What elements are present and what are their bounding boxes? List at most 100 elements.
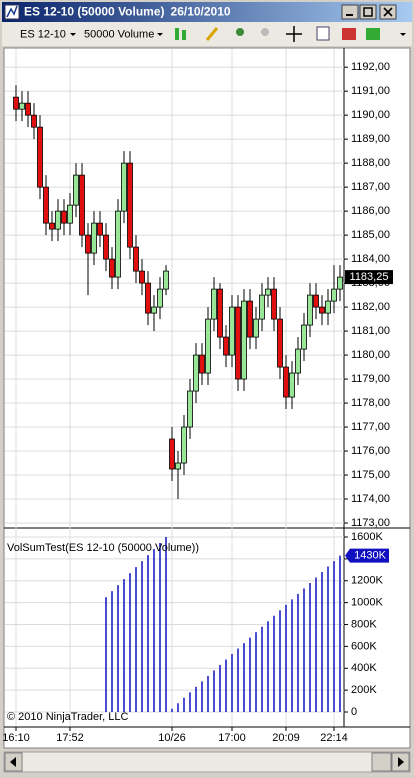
templates-icon[interactable] — [366, 28, 380, 40]
y-tick-label: 1000K — [351, 597, 383, 609]
drawing-tool-icon[interactable] — [205, 27, 219, 41]
candle-body — [91, 222, 97, 254]
candle-body — [187, 390, 193, 428]
scroll-left-glyph — [10, 757, 16, 767]
y-tick-label: 1182,00 — [351, 301, 390, 313]
copyright: © 2010 NinjaTrader, LLC — [7, 711, 128, 723]
candle-body — [139, 270, 145, 284]
y-tick-label: 1190,00 — [351, 109, 390, 121]
candle-body — [253, 318, 259, 338]
candle-body — [13, 96, 19, 110]
dropdown-arrow[interactable] — [157, 33, 163, 36]
y-tick-label: 1192,00 — [351, 61, 390, 73]
candle-body — [235, 306, 241, 380]
candle-body — [289, 372, 295, 398]
candle-body — [241, 300, 247, 380]
minimize-button[interactable] — [341, 4, 359, 20]
value-marker-label: 1430K — [354, 550, 386, 562]
bar-type-icon[interactable] — [175, 28, 179, 40]
y-tick-label: 1177,00 — [351, 421, 390, 433]
candle-body — [169, 438, 175, 470]
x-tick-label: 22:14 — [320, 732, 348, 744]
y-tick-label: 800K — [351, 618, 377, 630]
candle-body — [277, 318, 283, 368]
properties-icon[interactable] — [316, 26, 330, 41]
candle-body — [109, 258, 115, 278]
y-tick-label: 1173,00 — [351, 517, 390, 529]
y-tick-label: 200K — [351, 684, 377, 696]
candle-body — [115, 210, 121, 278]
y-tick-label: 600K — [351, 640, 377, 652]
period-selector[interactable]: 50000 Volume — [84, 28, 154, 40]
plot-layer: 16:10 17:52 10/26 17:00 20:09 22:14 1173,00 117… — [2, 49, 393, 744]
candle-body — [121, 162, 127, 212]
app-icon-glyph — [6, 5, 18, 18]
y-tick-label: 1180,00 — [351, 349, 390, 361]
candle-body — [145, 282, 151, 314]
candle-body — [163, 270, 169, 290]
x-tick-label: 10/26 — [158, 732, 186, 744]
scroll-thumb[interactable] — [371, 752, 392, 772]
candle-body — [133, 246, 139, 272]
y-tick-label: 1200K — [351, 575, 383, 587]
price-marker-label: 1183,25 — [350, 271, 389, 283]
close-glyph — [383, 7, 393, 17]
maximize-glyph — [363, 7, 373, 17]
candle-body — [223, 336, 229, 356]
data-box-icon[interactable] — [342, 28, 356, 40]
candle-body — [319, 306, 325, 314]
crosshair-icon[interactable] — [286, 26, 302, 42]
candle-body — [271, 288, 277, 320]
candle-body — [199, 354, 205, 374]
dropdown-arrow[interactable] — [70, 33, 76, 36]
window-buttons[interactable] — [341, 4, 397, 20]
candle-body — [37, 126, 43, 188]
candle-body — [313, 294, 319, 308]
candle-body — [307, 294, 313, 326]
candle-body — [55, 210, 61, 230]
candle-body — [331, 288, 337, 302]
y-tick-label: 1175,00 — [351, 469, 390, 481]
candle-body — [259, 294, 265, 320]
candle-body — [19, 102, 25, 110]
toolbar-icons[interactable] — [175, 26, 406, 42]
x-tick-label: 17:52 — [56, 732, 84, 744]
y-tick-label: 1181,00 — [351, 325, 390, 337]
maximize-button[interactable] — [359, 4, 377, 20]
scrollbar[interactable] — [3, 751, 411, 773]
y-tick-label: 1185,00 — [351, 229, 390, 241]
bar-type-icon[interactable] — [182, 30, 186, 40]
candle-body — [283, 366, 289, 398]
indicator-icon[interactable] — [236, 28, 244, 36]
candle-body — [79, 174, 85, 236]
strategy-icon[interactable] — [261, 28, 269, 36]
y-tick-label: 0 — [351, 706, 357, 718]
instrument-selector[interactable]: ES 12-10 — [20, 28, 66, 40]
candle-body — [265, 288, 271, 296]
title-bar — [2, 2, 412, 22]
candle-body — [103, 234, 109, 260]
candle-body — [301, 324, 307, 350]
candle-body — [157, 288, 163, 308]
y-tick-label: 1191,00 — [351, 85, 390, 97]
toolbar-overflow[interactable] — [400, 33, 406, 36]
candle-body — [67, 204, 73, 224]
candle-body — [295, 348, 301, 374]
y-tick-label: 1186,00 — [351, 205, 390, 217]
candle-body — [337, 276, 343, 290]
y-tick-label: 1189,00 — [351, 133, 390, 145]
candle-body — [325, 300, 331, 314]
candle-body — [205, 318, 211, 374]
y-tick-label: 1179,00 — [351, 373, 390, 385]
candle-body — [25, 102, 31, 116]
y-tick-label: 1184,00 — [351, 253, 390, 265]
price-marker — [345, 270, 393, 285]
candle-body — [85, 234, 91, 254]
candle-body — [175, 462, 181, 470]
window-title-text: ES 12-10 (50000 Volume) — [24, 5, 165, 19]
x-tick-label: 17:00 — [218, 732, 246, 744]
candle-body — [97, 222, 103, 236]
window-title: ES 12-10 (50000 Volume) 26/10/2010 — [24, 5, 231, 19]
candle-body — [31, 114, 37, 128]
y-tick-label: 1188,00 — [351, 157, 390, 169]
